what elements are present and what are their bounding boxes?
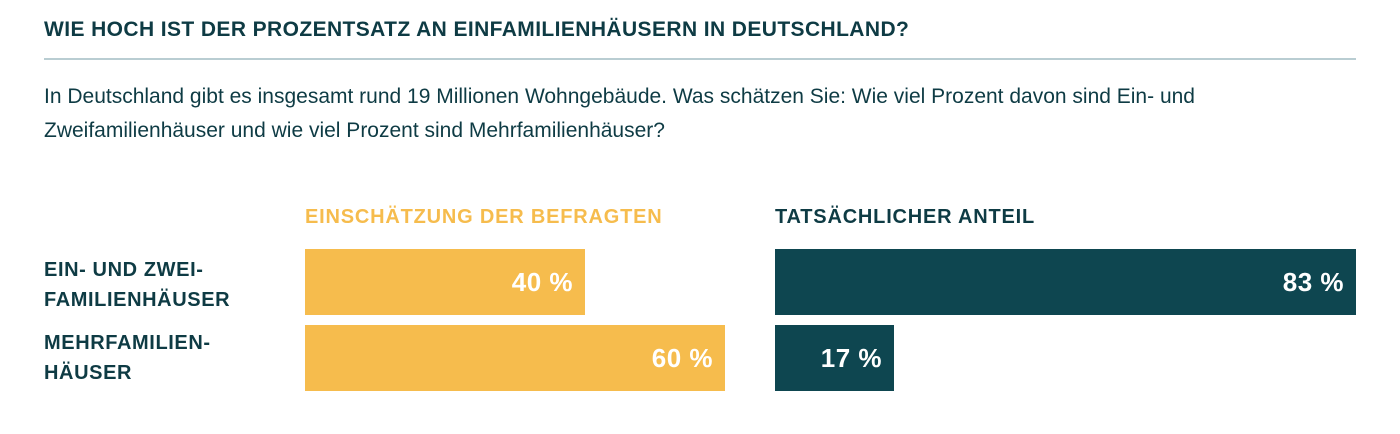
bar-estimate-0: 40 % xyxy=(305,249,585,315)
category-label-line: FAMILIENHÄUSER xyxy=(44,289,231,311)
bar-actual-1: 17 % xyxy=(775,325,894,391)
category-label-multi-family: MEHRFAMILIEN- HÄUSER xyxy=(44,328,284,388)
survey-question: In Deutschland gibt es insgesamt rund 19… xyxy=(44,85,1195,142)
category-label-line: EIN- UND ZWEI- xyxy=(44,259,204,281)
title-divider xyxy=(44,58,1356,60)
series-heading-estimate: EINSCHÄTZUNG DER BEFRAGTEN xyxy=(305,206,663,228)
bar-value-label: 60 % xyxy=(651,342,713,373)
chart-title: WIE HOCH IST DER PROZENTSATZ AN EINFAMIL… xyxy=(44,18,910,41)
series-heading-actual: TATSÄCHLICHER ANTEIL xyxy=(775,206,1036,228)
category-label-line: HÄUSER xyxy=(44,362,133,384)
bar-value-label: 17 % xyxy=(820,342,882,373)
category-label-line: MEHRFAMILIEN- xyxy=(44,332,211,354)
bar-value-label: 40 % xyxy=(511,266,573,297)
category-label-single-two-family: EIN- UND ZWEI- FAMILIENHÄUSER xyxy=(44,255,284,315)
bar-estimate-1: 60 % xyxy=(305,325,725,391)
bar-value-label: 83 % xyxy=(1282,266,1344,297)
bar-actual-0: 83 % xyxy=(775,249,1356,315)
